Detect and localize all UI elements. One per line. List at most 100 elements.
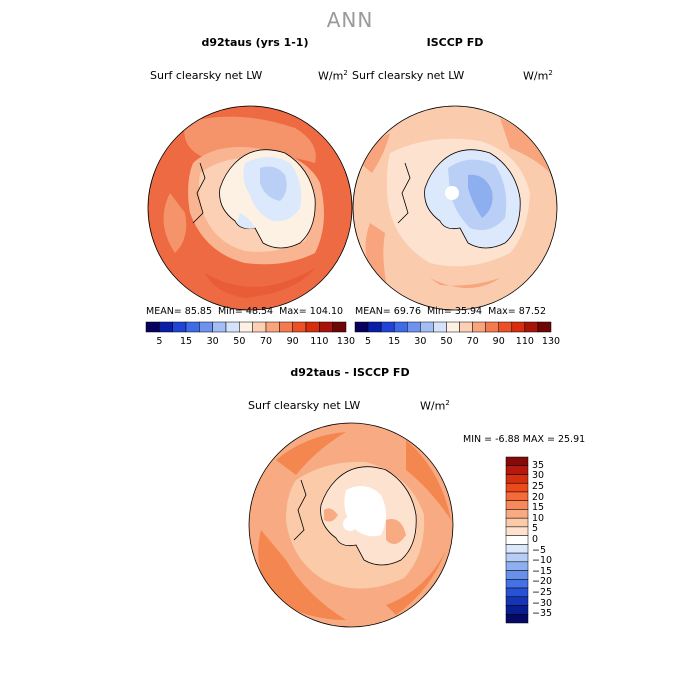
colorbar-swatch [172,321,187,333]
colorbar-tick-label: 10 [532,512,545,524]
colorbar-swatch [505,587,529,598]
colorbar-tick-label: 90 [492,336,505,347]
colorbar-tick-label: 110 [310,336,329,347]
colorbar-tick-label: 5 [156,336,163,347]
colorbar-tick-label: 20 [532,491,545,503]
difference-colorbar [505,456,529,624]
colorbar-tick-label: 70 [466,336,479,347]
panel-2-stats: MEAN= 69.76 Min= 35.94 Max= 87.52 [355,306,546,317]
panel-1-units: W/m2 [318,69,348,83]
colorbar-swatch [185,321,200,333]
colorbar-swatch [537,321,552,333]
colorbar-swatch [380,321,395,333]
panel-3-variable: Surf clearsky net LW [248,399,361,412]
colorbar-tick-label: −35 [532,608,553,620]
colorbar-swatch [332,321,347,333]
colorbar-swatch [505,474,529,484]
colorbar-swatch [252,321,267,333]
panel-1-stats: MEAN= 85.85 Min= 48.54 Max= 104.10 [146,306,344,317]
colorbar-swatch [319,321,333,333]
colorbar-swatch [433,321,447,333]
colorbar-tick-label: 70 [259,336,273,347]
colorbar-swatch [505,614,529,624]
colorbar-tick-label: 90 [286,336,299,347]
panel-1-variable: Surf clearsky net LW [150,69,263,82]
colorbar-tick-label: 5 [532,523,539,535]
colorbar-tick-label: 30 [532,470,545,482]
panel-1-colorbar [145,321,347,333]
colorbar-swatch [459,321,473,333]
panel-2-units: W/m2 [523,69,553,83]
colorbar-swatch [505,465,529,475]
colorbar-swatch [505,491,529,501]
colorbar-swatch [420,321,434,333]
colorbar-tick-label: 50 [233,336,246,347]
colorbar-swatch [505,552,529,563]
colorbar-tick-label: 15 [388,336,401,347]
colorbar-swatch [472,321,486,333]
panel-2-title: ISCCP FD [426,36,484,49]
colorbar-swatch [212,321,227,333]
colorbar-tick-label: −30 [532,597,553,609]
colorbar-tick-label: −15 [532,565,553,577]
colorbar-swatch [505,535,529,545]
colorbar-tick-label: 130 [541,336,561,347]
panel-2-colorbar-labels: 5 15 30 50 70 90 110 130 [355,336,560,350]
colorbar-swatch [505,579,529,589]
colorbar-swatch [446,321,460,333]
colorbar-tick-label: 15 [532,502,545,514]
colorbar-tick-label: 130 [336,336,356,347]
colorbar-swatch [199,321,213,333]
colorbar-swatch [367,321,382,333]
colorbar-tick-label: −5 [532,544,547,556]
colorbar-swatch [265,321,280,333]
map-panel-1 [147,105,353,311]
colorbar-swatch [305,321,320,333]
colorbar-tick-label: 50 [440,336,453,347]
colorbar-tick-label: −25 [532,587,553,599]
colorbar-swatch [354,321,369,333]
colorbar-tick-label: 25 [532,480,545,492]
colorbar-swatch [505,456,529,466]
colorbar-swatch [505,500,529,510]
colorbar-swatch [498,321,513,333]
panel-3-stats: MIN = -6.88 MAX = 25.91 [463,434,586,445]
colorbar-swatch [159,321,173,333]
colorbar-swatch [505,605,529,615]
colorbar-tick-label: 30 [414,336,427,347]
panel-2-variable: Surf clearsky net LW [352,69,465,82]
map-panel-3 [248,422,454,628]
map-panel-2 [352,105,558,311]
colorbar-swatch [292,321,307,333]
colorbar-swatch [524,321,539,333]
colorbar-swatch [505,509,529,519]
colorbar-tick-label: 5 [365,336,372,347]
colorbar-swatch [505,570,529,580]
colorbar-swatch [239,321,253,333]
colorbar-swatch [279,321,293,333]
panel-1-title: d92taus (yrs 1-1) [201,36,309,49]
difference-colorbar-labels: 35 30 25 20 15 10 5 0 −5 −10 −15 −20 −25 −30 −35 [532,457,572,623]
main-title: ANN [326,8,374,32]
colorbar-swatch [505,544,529,554]
panel-3-title: d92taus - ISCCP FD [290,366,410,379]
colorbar-swatch [225,321,240,333]
colorbar-swatch [393,321,408,333]
colorbar-swatch [505,482,529,493]
colorbar-swatch [505,517,529,528]
colorbar-swatch [505,526,529,536]
colorbar-tick-label: 110 [515,336,534,347]
colorbar-swatch [505,561,529,571]
colorbar-tick-label: −20 [532,576,553,588]
colorbar-tick-label: 0 [532,534,539,545]
colorbar-tick-label: 30 [206,336,219,347]
colorbar-swatch [485,321,499,333]
colorbar-swatch [145,321,160,333]
colorbar-tick-label: 35 [532,459,545,471]
colorbar-swatch [407,321,421,333]
colorbar-tick-label: −10 [532,555,553,567]
panel-2-colorbar [354,321,552,333]
panel-1-colorbar-labels: 5 15 30 50 70 90 110 130 [146,336,355,350]
colorbar-tick-label: 15 [179,336,193,347]
panel-3-units: W/m2 [420,399,450,413]
